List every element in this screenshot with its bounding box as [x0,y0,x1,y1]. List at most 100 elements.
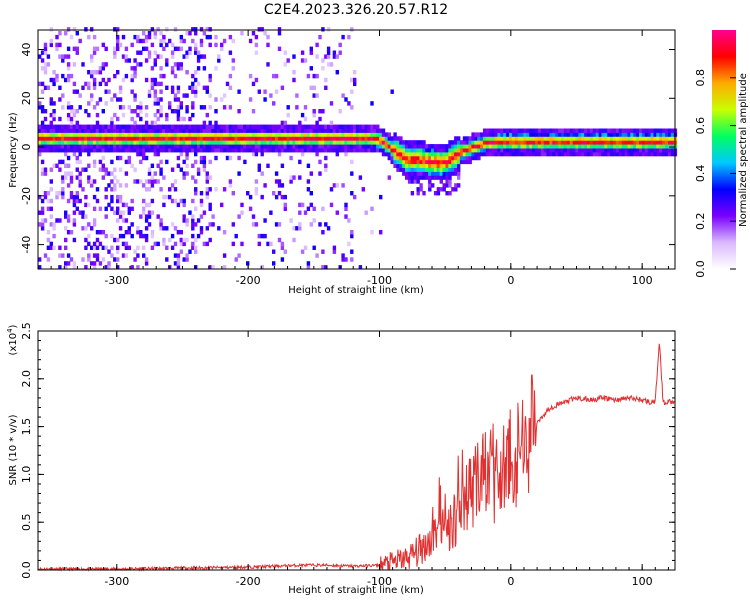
spectrogram-cell [350,257,354,262]
spectrogram-cell [110,116,114,122]
spectrogram-cell [133,34,137,40]
spectrogram-cell [150,233,155,239]
spectrogram-cell [182,140,186,145]
spectrogram-cell [205,241,209,247]
spectrogram-cell [90,73,94,79]
spectrogram-cell [95,230,100,235]
spectrogram-cell [552,144,556,149]
spectrogram-cell [523,151,527,157]
spectrogram-cell [439,171,443,176]
spectrogram-cell [182,214,186,219]
spectrogram-cell [133,136,137,141]
spectrogram-cell [191,198,195,204]
spectrogram-cell [324,124,328,129]
spectrogram-cell [78,93,82,98]
spectrogram-cell [81,128,85,133]
spectrogram-cell [653,128,657,133]
spectrogram-cell [667,151,672,157]
spectrogram-cell [428,167,432,172]
spectrogram-cell [110,179,114,184]
spectrogram-cell [194,159,198,165]
spectrogram-cell [523,136,527,141]
spectrogram-cell [474,148,478,153]
spectrogram-cell [191,222,195,227]
spectrogram-cell [277,222,282,227]
spectrogram-cell [665,151,669,157]
spectrogram-cell [136,144,140,149]
spectrogram-cell [150,140,155,145]
spectrogram-cell [431,159,435,165]
spectrogram-cell [66,101,71,106]
spectrogram-cell [228,132,233,137]
spectrogram-cell [43,128,48,133]
spectrogram-cell [306,128,311,133]
spectrogram-cell [61,253,65,258]
spectrogram-cell [234,136,238,141]
spectrogram-cell [266,62,270,67]
spectrogram-cell [633,144,637,149]
spectrogram-cell [468,148,472,153]
spectrogram-cell [49,128,53,133]
spectrogram-cell [240,124,244,129]
spectrogram-cell [396,140,400,145]
spectrogram-cell [491,128,495,133]
spectrogram-cell [549,148,553,153]
spectrogram-cell [136,34,140,40]
spectrogram-cell [55,163,59,168]
spectrogram-cell [69,120,74,126]
spectrogram-cell [110,171,114,176]
spectrogram-cell [101,148,105,153]
spectrogram-cell [601,151,605,157]
spectrogram-cell [277,183,282,188]
spectrogram-cell [205,148,209,153]
spectrogram-cell [188,144,192,149]
spectrogram-cell [324,222,328,227]
spectrogram-cell [168,144,172,149]
spectrogram-cell [159,38,163,44]
spectrogram-cell [162,136,166,141]
spectrogram-cell [231,38,235,44]
spectrogram-cell [332,128,337,133]
spectrogram-cell [431,163,435,168]
spectrogram-cell [116,198,120,204]
spectrogram-cell [405,148,409,153]
spectrogram-cell [156,163,160,168]
spectrogram-cell [113,257,117,262]
spectrogram-cell [237,109,241,114]
spectrogram-cell [636,148,640,153]
spectrogram-cell [191,245,195,250]
spectrogram-cell [257,167,261,172]
spectrogram-cell [326,50,331,55]
spectrogram-cell [222,253,227,258]
spectrogram-cell [90,128,94,133]
spectrogram-cell [194,249,198,254]
spectrogram-cell [341,183,345,188]
spectrogram-cell [488,140,493,145]
spectrogram-cell [49,112,53,118]
spectrogram-cell [38,140,42,145]
spectrogram-cell [104,140,108,145]
spectrogram-cell [338,128,342,133]
spectrogram-cell [208,265,212,270]
spectrogram-cell [170,66,175,71]
spectrogram-cell [142,253,146,258]
spectrogram-cell [66,105,71,110]
spectrogram-cell [84,202,88,208]
spectrogram-cell [286,124,290,129]
spectrogram-cell [667,144,672,149]
spectrogram-cell [292,226,296,231]
spectrogram-cell [156,214,160,219]
spectrogram-cell [116,46,120,51]
spectrogram-cell [451,148,455,153]
spectrogram-cell [462,140,467,145]
spectrogram-cell [179,140,183,145]
spectrogram-cell [144,257,149,262]
spectrogram-cell [40,140,45,145]
spectrogram-cell [118,140,123,145]
spectrogram-cell [465,144,469,149]
spectrogram-cell [309,222,313,227]
spectrogram-cell [81,132,85,137]
spectrogram-cell [309,191,313,196]
spectrogram-cell [205,179,209,184]
spectrogram-cell [58,253,62,258]
